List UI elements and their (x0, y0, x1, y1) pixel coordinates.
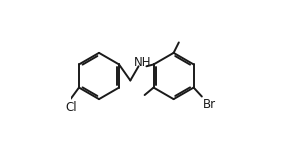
Text: NH: NH (133, 56, 151, 69)
Text: Br: Br (203, 98, 216, 111)
Text: Cl: Cl (65, 100, 77, 114)
